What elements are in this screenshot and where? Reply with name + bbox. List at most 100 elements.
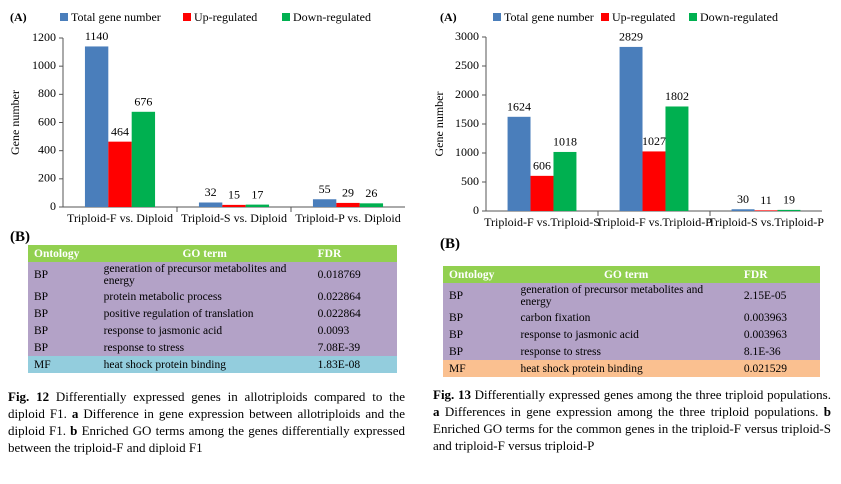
- table-row: BP response to stress 8.1E-36: [443, 343, 820, 360]
- table-cell: BP: [449, 290, 464, 302]
- legend-swatch: [282, 13, 290, 21]
- x-tick-label: Triploid-S vs.Triploid-P: [708, 215, 824, 229]
- legend-label: Down-regulated: [700, 10, 778, 24]
- column-header: Ontology: [34, 247, 80, 260]
- table-cell: 1.83E-08: [317, 358, 361, 371]
- bar: [359, 203, 384, 207]
- value-label: 464: [111, 124, 129, 138]
- table-row: BP generation of precursor metabolites an…: [28, 262, 397, 288]
- header-row: Ontology GO term FDR: [28, 245, 397, 262]
- table-cell: MF: [449, 362, 466, 375]
- column-header: GO term: [182, 247, 227, 260]
- legend-label: Total gene number: [504, 10, 594, 24]
- caption-part: Differences in gene expression among the…: [444, 404, 819, 419]
- caption-part: Fig. 12: [8, 389, 50, 404]
- table-cell: BP: [34, 290, 49, 303]
- bar: [84, 46, 109, 208]
- x-tick-label: Triploid-S vs. Diploid: [181, 211, 287, 225]
- go-table: Ontology GO term FDR BP generation of precur…: [443, 266, 820, 377]
- value-label: 1140: [85, 29, 109, 43]
- x-tick-label: Triploid-F vs. Diploid: [67, 211, 173, 225]
- table-cell: 0.022864: [317, 307, 361, 320]
- bar: [665, 106, 689, 211]
- legend-label: Total gene number: [71, 10, 161, 24]
- table-cell: positive regulation of translation: [103, 307, 254, 320]
- bar: [530, 175, 554, 211]
- table-row: BP response to jasmonic acid 0.0093: [28, 322, 397, 339]
- legend-swatch: [60, 13, 68, 21]
- y-tick-label: 200: [38, 171, 56, 185]
- y-tick-label: 3000: [455, 29, 479, 43]
- x-tick-label: Triploid-P vs. Diploid: [295, 211, 400, 225]
- value-label: 1802: [665, 89, 689, 103]
- table-row: BP protein metabolic process 0.022864: [28, 288, 397, 305]
- legend-swatch: [689, 13, 697, 21]
- caption-part: Difference in gene expression between al…: [8, 406, 406, 438]
- table-row: BP generation of precursor metabolites an…: [443, 283, 820, 309]
- table-cell: response to stress: [520, 345, 601, 358]
- bar: [642, 151, 666, 211]
- table-cell: 0.022864: [317, 290, 361, 303]
- bar: [507, 116, 531, 211]
- table-cell: 2.15E-05: [743, 290, 787, 302]
- value-label: 1624: [507, 100, 531, 114]
- value-label: 29: [342, 186, 354, 200]
- y-tick-label: 2500: [455, 58, 479, 72]
- table-row: MF heat shock protein binding 0.021529: [443, 360, 820, 377]
- value-label: 30: [737, 192, 749, 206]
- bar: [312, 199, 337, 207]
- caption-part: a: [71, 406, 79, 421]
- caption: Fig. 13 Differentially expressed genes a…: [433, 386, 831, 454]
- table-cell: 0.0093: [317, 324, 350, 337]
- table-cell: 0.003963: [743, 311, 787, 324]
- table-cell: BP: [34, 269, 49, 281]
- caption-part: b: [70, 423, 78, 438]
- value-label: 55: [319, 182, 331, 196]
- legend-label: Up-regulated: [612, 10, 675, 24]
- value-label: 26: [365, 186, 377, 200]
- value-label: 11: [760, 193, 772, 207]
- table-cell: response to stress: [103, 341, 185, 354]
- caption-part: Differentially expressed genes in allotr…: [8, 389, 405, 421]
- table-cell: BP: [34, 324, 49, 337]
- bar: [754, 210, 778, 211]
- table-cell: carbon fixation: [520, 311, 591, 324]
- y-tick-label: 2000: [455, 87, 479, 101]
- value-label: 17: [251, 187, 263, 201]
- bar: [108, 141, 132, 207]
- header-row: Ontology GO term FDR: [443, 266, 820, 283]
- table-cell: 0.021529: [743, 362, 787, 375]
- panel-label: (A): [10, 10, 27, 24]
- caption-part: b: [823, 404, 832, 419]
- caption-part: Enriched GO terms among the genes differ…: [8, 423, 406, 455]
- table-cell: response to jasmonic acid: [103, 324, 223, 337]
- table-cell: BP: [449, 345, 464, 358]
- table-cell: generation of precursor metabolites and …: [103, 263, 287, 287]
- x-tick-label: Triploid-F vs.Triploid-P: [596, 215, 712, 229]
- table-row: BP response to jasmonic acid 0.003963: [443, 326, 820, 343]
- legend-swatch: [601, 13, 609, 21]
- legend-label: Up-regulated: [194, 10, 257, 24]
- table-cell: BP: [34, 307, 49, 320]
- table-cell: generation of precursor metabolites and …: [520, 284, 704, 308]
- column-header: FDR: [743, 268, 768, 281]
- y-tick-label: 1000: [32, 58, 56, 72]
- bar: [245, 204, 270, 207]
- caption-part: Fig. 13: [433, 387, 471, 402]
- value-label: 15: [228, 188, 240, 202]
- y-tick-label: 0: [50, 199, 56, 213]
- legend-label: Down-regulated: [293, 10, 371, 24]
- table-row: BP positive regulation of translation 0.02…: [28, 305, 397, 322]
- y-tick-label: 400: [38, 142, 56, 156]
- table-label: (B): [440, 236, 460, 252]
- bar: [222, 204, 246, 207]
- value-label: 606: [533, 159, 551, 173]
- value-label: 676: [134, 95, 152, 109]
- y-axis-label: Gene number: [432, 92, 446, 157]
- x-tick-label: Triploid-F vs.Triploid-S: [484, 215, 600, 229]
- bar: [619, 46, 643, 211]
- y-tick-label: 0: [473, 203, 479, 217]
- y-tick-label: 1500: [455, 116, 479, 130]
- charts: (A) Gene number Total gene number Up-regula…: [8, 10, 824, 229]
